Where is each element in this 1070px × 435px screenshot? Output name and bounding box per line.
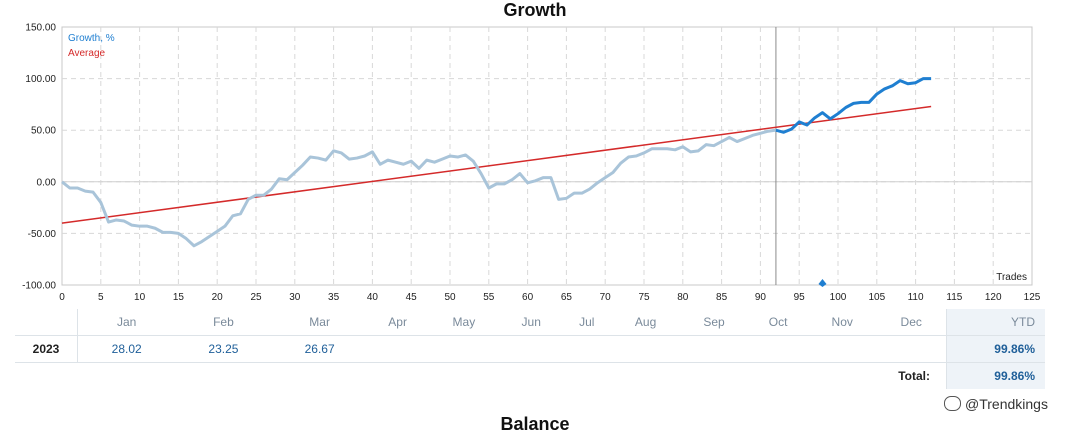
legend-growth: Growth, %	[68, 33, 115, 44]
month-value	[562, 335, 612, 363]
month-value	[748, 335, 809, 363]
x-tick-label: 120	[985, 292, 1002, 303]
wechat-icon	[944, 396, 961, 411]
x-tick-label: 100	[830, 292, 847, 303]
series-growth-line	[775, 77, 932, 134]
x-tick-label: 105	[868, 292, 885, 303]
month-value: 26.67	[271, 335, 368, 363]
ytd-header: YTD	[946, 309, 1045, 336]
month-value: 28.02	[77, 335, 176, 363]
x-tick-label: 80	[677, 292, 689, 303]
monthly-returns-table: Jan Feb Mar Apr May Jun Jul Aug Sep Oct …	[15, 309, 1045, 389]
month-header: Sep	[679, 309, 749, 336]
chart-title: Growth	[503, 0, 567, 20]
x-tick-label: 65	[561, 292, 573, 303]
year-header-cell	[15, 309, 78, 336]
x-tick-label: 5	[98, 292, 104, 303]
x-tick-label: 10	[134, 292, 146, 303]
x-tick-label: 45	[406, 292, 418, 303]
x-tick-label: 30	[289, 292, 301, 303]
x-tick-label: 95	[794, 292, 806, 303]
x-tick-label: 115	[946, 292, 962, 303]
balance-section-title: Balance	[500, 414, 570, 434]
year-cell: 2023	[15, 335, 78, 363]
month-header: Dec	[876, 309, 947, 336]
y-tick-label: 50.00	[31, 126, 56, 137]
x-tick-label: 55	[483, 292, 495, 303]
x-tick-label: 40	[367, 292, 379, 303]
month-header: Nov	[808, 309, 877, 336]
month-header: Feb	[175, 309, 272, 336]
month-value	[367, 335, 428, 363]
table-row: 2023 28.02 23.25 26.67 99.86%	[15, 335, 1045, 363]
month-header: Jan	[77, 309, 176, 336]
month-value	[427, 335, 501, 363]
x-tick-label: 75	[638, 292, 650, 303]
month-header: Aug	[611, 309, 680, 336]
x-tick-label: 25	[250, 292, 262, 303]
x-tick-label: 60	[522, 292, 534, 303]
x-tick-label: 20	[212, 292, 224, 303]
y-tick-label: 0.00	[37, 177, 57, 188]
plot-area-border	[61, 26, 1033, 286]
month-header: Jun	[500, 309, 563, 336]
month-value	[876, 335, 947, 363]
x-tick-label: 125	[1024, 292, 1041, 303]
y-tick-label: 100.00	[25, 74, 56, 85]
month-header: Oct	[748, 309, 809, 336]
month-value: 23.25	[175, 335, 272, 363]
y-tick-label: 150.00	[25, 23, 56, 34]
month-value	[808, 335, 877, 363]
month-value	[500, 335, 563, 363]
y-tick-label: -50.00	[28, 229, 57, 240]
total-value: 99.86%	[946, 362, 1045, 389]
ytd-value: 99.86%	[946, 335, 1045, 363]
x-tick-label: 50	[444, 292, 456, 303]
legend-average: Average	[68, 48, 106, 59]
month-value	[611, 335, 680, 363]
total-row: Total: 99.86%	[15, 362, 1045, 389]
x-tick-label: 110	[908, 292, 924, 303]
watermark: @Trendkings	[944, 396, 1048, 412]
x-tick-label: 0	[59, 292, 65, 303]
table-header-row: Jan Feb Mar Apr May Jun Jul Aug Sep Oct …	[15, 309, 1045, 336]
x-tick-label: 70	[600, 292, 612, 303]
month-header: Jul	[562, 309, 612, 336]
watermark-text: @Trendkings	[965, 396, 1048, 412]
x-tick-label: 35	[328, 292, 340, 303]
month-header: Apr	[367, 309, 428, 336]
x-tick-label: 15	[173, 292, 185, 303]
month-header: May	[427, 309, 501, 336]
month-header: Mar	[271, 309, 368, 336]
month-value	[679, 335, 749, 363]
y-tick-label: -100.00	[22, 281, 56, 292]
x-axis-label: Trades	[996, 272, 1027, 283]
x-tick-label: 90	[755, 292, 767, 303]
trade-marker-icon	[818, 279, 827, 287]
total-label: Total:	[898, 369, 930, 383]
series-growth-history-line	[61, 128, 777, 248]
series-average-line	[61, 105, 932, 224]
growth-chart: 150.00 100.00 50.00 0.00 -50.00 -100.000 5 10 15…	[22, 23, 1041, 304]
x-tick-label: 85	[716, 292, 728, 303]
